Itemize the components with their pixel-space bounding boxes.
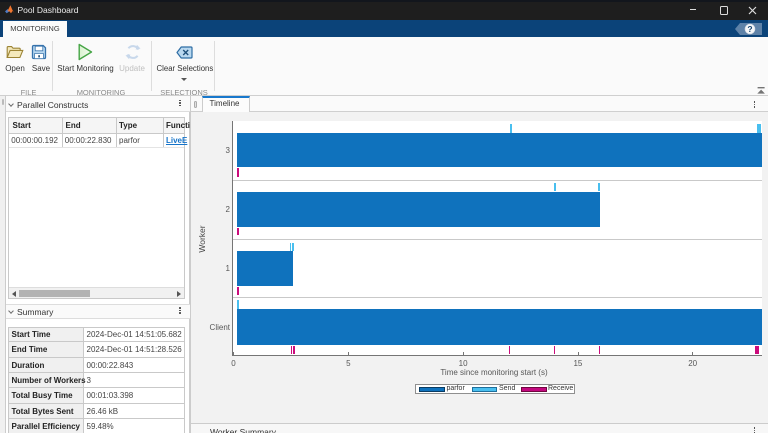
svg-text:?: ? xyxy=(747,24,752,34)
